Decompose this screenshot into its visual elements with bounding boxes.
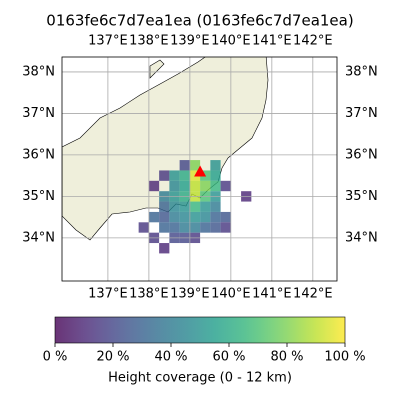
lon-label-top: 141°E xyxy=(252,34,292,49)
coverage-cell xyxy=(220,222,231,233)
lat-label-right: 37°N xyxy=(345,106,378,121)
coverage-cell xyxy=(210,160,221,171)
coverage-cell xyxy=(179,160,190,171)
lat-label-left: 36°N xyxy=(22,147,55,162)
colorbar-tick-label: 0 % xyxy=(43,350,68,365)
map-area xyxy=(62,57,337,281)
coverage-cell xyxy=(189,201,201,212)
lat-label-right: 38°N xyxy=(345,64,378,79)
coverage-cell xyxy=(189,211,201,223)
lon-label-top: 142°E xyxy=(293,34,333,49)
colorbar-tick-label: 80 % xyxy=(270,350,303,365)
coverage-cell xyxy=(169,170,180,181)
lat-label-left: 35°N xyxy=(22,189,55,204)
lon-label-bottom: 142°E xyxy=(293,287,333,302)
lon-label-top: 139°E xyxy=(170,34,210,49)
station-marker xyxy=(194,165,207,177)
coverage-cell xyxy=(169,211,180,223)
coverage-cell xyxy=(179,201,190,212)
lat-label-right: 35°N xyxy=(345,189,378,204)
coverage-cell xyxy=(159,211,170,223)
lon-label-top: 137°E xyxy=(88,34,128,49)
coverage-cell xyxy=(148,211,160,223)
lon-label-top: 138°E xyxy=(129,34,169,49)
lat-label-right: 36°N xyxy=(345,147,378,162)
lon-label-bottom: 137°E xyxy=(88,287,128,302)
coverage-cell xyxy=(200,180,211,192)
coverage-cell xyxy=(159,170,170,181)
coverage-cell xyxy=(200,222,211,233)
coverage-cell xyxy=(138,222,149,233)
colorbar-label: Height coverage (0 - 12 km) xyxy=(108,371,292,386)
colorbar-tick-label: 40 % xyxy=(154,350,187,365)
coverage-cell xyxy=(159,201,170,212)
lat-label-left: 38°N xyxy=(22,64,55,79)
colorbar-tick-label: 100 % xyxy=(324,350,365,365)
coverage-cell xyxy=(169,222,180,233)
lon-label-top: 140°E xyxy=(211,34,251,49)
lon-label-bottom: 139°E xyxy=(170,287,210,302)
colorbar-tick-label: 20 % xyxy=(96,350,129,365)
title: 0163fe6c7d7ea1ea (0163fe6c7d7ea1ea) xyxy=(46,12,353,30)
colorbar-tick-label: 60 % xyxy=(212,350,245,365)
lon-label-bottom: 141°E xyxy=(252,287,292,302)
coverage-cell xyxy=(210,180,221,192)
coverage-cell xyxy=(210,211,221,223)
coverage-cell xyxy=(200,211,211,223)
colorbar xyxy=(54,316,346,344)
coverage-cell xyxy=(148,180,160,192)
lon-label-bottom: 140°E xyxy=(211,287,251,302)
coverage-cell xyxy=(179,180,190,192)
coverage-cell xyxy=(210,201,221,212)
island xyxy=(149,59,165,79)
lon-label-bottom: 138°E xyxy=(129,287,169,302)
lat-label-left: 34°N xyxy=(22,230,55,245)
coverage-cell xyxy=(189,222,201,233)
coverage-cell xyxy=(200,201,211,212)
coverage-cell xyxy=(189,180,201,192)
lat-label-right: 34°N xyxy=(345,230,378,245)
coverage-cell xyxy=(169,201,180,212)
coverage-cell xyxy=(210,170,221,181)
coverage-cell xyxy=(220,211,231,223)
coverage-cell xyxy=(159,222,170,233)
coverage-cell xyxy=(210,222,221,233)
gridlines xyxy=(62,57,337,281)
lat-label-left: 37°N xyxy=(22,106,55,121)
coverage-cell xyxy=(179,170,190,181)
coverage-cell xyxy=(179,222,190,233)
coverage-cell xyxy=(220,180,231,192)
land xyxy=(62,57,269,241)
map-frame xyxy=(61,56,338,282)
coverage-cell xyxy=(179,211,190,223)
coverage-cell xyxy=(169,180,180,192)
coverage-cell xyxy=(159,243,170,254)
coverage-cell xyxy=(189,160,201,171)
